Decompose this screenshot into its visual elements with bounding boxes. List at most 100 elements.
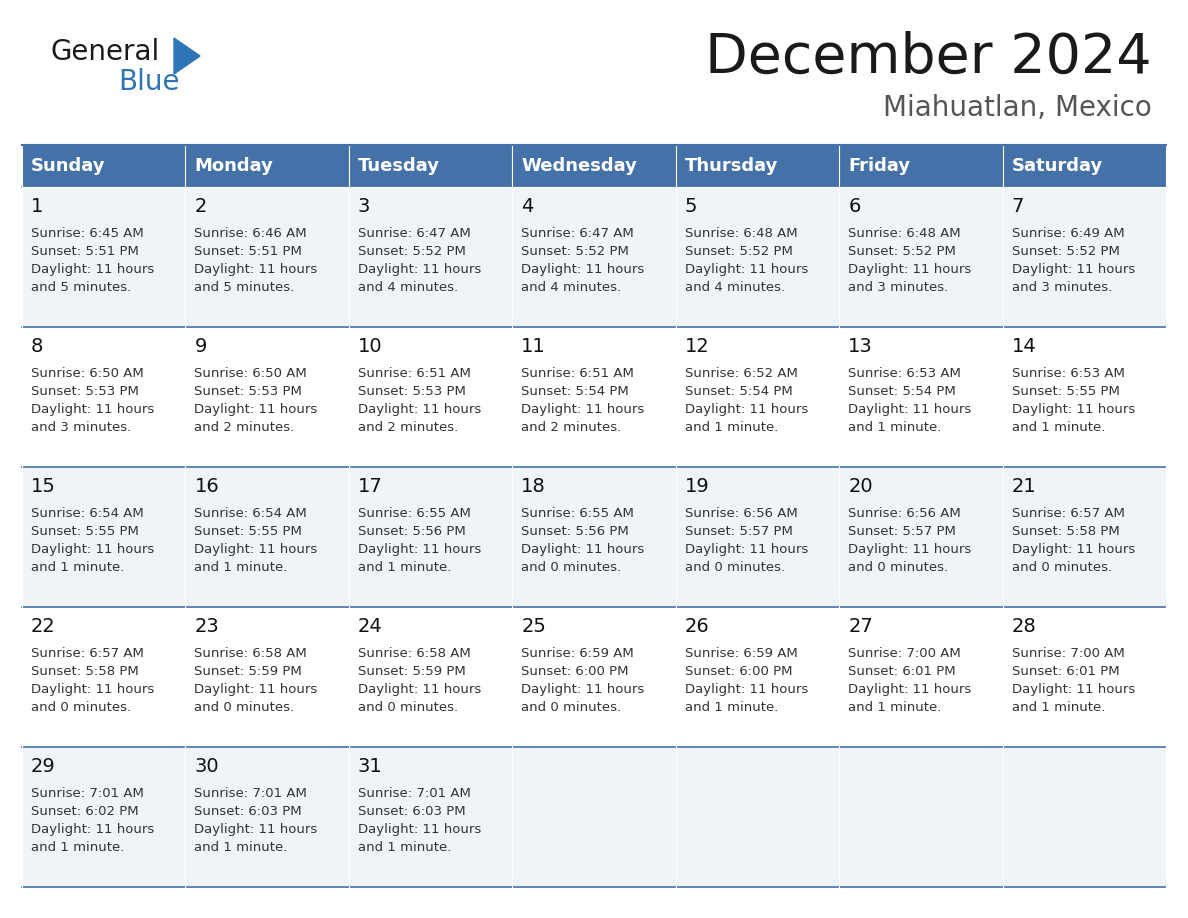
Text: 16: 16 [195, 477, 219, 497]
Text: Sunset: 6:01 PM: Sunset: 6:01 PM [848, 665, 956, 678]
Text: Sunset: 5:54 PM: Sunset: 5:54 PM [848, 385, 956, 398]
Text: Sunset: 5:51 PM: Sunset: 5:51 PM [195, 245, 302, 258]
Text: and 1 minute.: and 1 minute. [31, 561, 125, 574]
Text: Daylight: 11 hours: Daylight: 11 hours [358, 823, 481, 836]
Text: and 1 minute.: and 1 minute. [358, 841, 451, 854]
Text: and 0 minutes.: and 0 minutes. [1011, 561, 1112, 574]
Text: Daylight: 11 hours: Daylight: 11 hours [31, 683, 154, 696]
Text: Sunset: 5:52 PM: Sunset: 5:52 PM [358, 245, 466, 258]
Text: Sunset: 5:53 PM: Sunset: 5:53 PM [358, 385, 466, 398]
Text: and 1 minute.: and 1 minute. [195, 841, 287, 854]
Text: Sunset: 6:03 PM: Sunset: 6:03 PM [358, 805, 466, 818]
Text: and 3 minutes.: and 3 minutes. [848, 281, 948, 294]
Text: and 5 minutes.: and 5 minutes. [195, 281, 295, 294]
Text: Sunrise: 7:01 AM: Sunrise: 7:01 AM [195, 787, 308, 800]
Text: Daylight: 11 hours: Daylight: 11 hours [31, 263, 154, 276]
Text: 2: 2 [195, 197, 207, 217]
Text: Sunset: 5:52 PM: Sunset: 5:52 PM [522, 245, 630, 258]
Text: 15: 15 [31, 477, 56, 497]
Text: Sunrise: 6:56 AM: Sunrise: 6:56 AM [848, 507, 961, 520]
Text: and 1 minute.: and 1 minute. [1011, 701, 1105, 714]
Text: and 1 minute.: and 1 minute. [31, 841, 125, 854]
Text: Daylight: 11 hours: Daylight: 11 hours [522, 263, 645, 276]
Text: Sunrise: 6:51 AM: Sunrise: 6:51 AM [522, 367, 634, 380]
Bar [23, 327, 1165, 467]
Text: and 1 minute.: and 1 minute. [1011, 421, 1105, 434]
Text: 19: 19 [684, 477, 709, 497]
Text: 18: 18 [522, 477, 546, 497]
Text: and 0 minutes.: and 0 minutes. [522, 701, 621, 714]
Text: Saturday: Saturday [1011, 157, 1102, 175]
Text: Daylight: 11 hours: Daylight: 11 hours [195, 263, 317, 276]
Text: Sunrise: 6:58 AM: Sunrise: 6:58 AM [195, 647, 308, 660]
Text: Sunrise: 7:00 AM: Sunrise: 7:00 AM [848, 647, 961, 660]
Text: Sunset: 5:55 PM: Sunset: 5:55 PM [195, 525, 302, 538]
Text: 10: 10 [358, 338, 383, 356]
Bar [23, 467, 1165, 607]
Text: Daylight: 11 hours: Daylight: 11 hours [1011, 543, 1135, 556]
Text: 28: 28 [1011, 618, 1036, 636]
Text: and 0 minutes.: and 0 minutes. [31, 701, 131, 714]
Text: Daylight: 11 hours: Daylight: 11 hours [1011, 403, 1135, 416]
Text: Sunrise: 6:55 AM: Sunrise: 6:55 AM [358, 507, 470, 520]
Text: Sunset: 5:51 PM: Sunset: 5:51 PM [31, 245, 139, 258]
Text: Daylight: 11 hours: Daylight: 11 hours [358, 263, 481, 276]
Text: Wednesday: Wednesday [522, 157, 637, 175]
Text: 14: 14 [1011, 338, 1036, 356]
Text: Daylight: 11 hours: Daylight: 11 hours [195, 823, 317, 836]
Text: Sunrise: 6:54 AM: Sunrise: 6:54 AM [31, 507, 144, 520]
Text: Miahuatlan, Mexico: Miahuatlan, Mexico [883, 94, 1152, 122]
Text: and 0 minutes.: and 0 minutes. [522, 561, 621, 574]
Text: Monday: Monday [195, 157, 273, 175]
Text: Sunrise: 6:59 AM: Sunrise: 6:59 AM [522, 647, 634, 660]
Text: Sunrise: 6:52 AM: Sunrise: 6:52 AM [684, 367, 797, 380]
Text: Daylight: 11 hours: Daylight: 11 hours [195, 403, 317, 416]
Text: Daylight: 11 hours: Daylight: 11 hours [848, 263, 972, 276]
Text: 9: 9 [195, 338, 207, 356]
Text: Sunset: 6:00 PM: Sunset: 6:00 PM [522, 665, 628, 678]
Text: 7: 7 [1011, 197, 1024, 217]
Text: Sunset: 6:01 PM: Sunset: 6:01 PM [1011, 665, 1119, 678]
Text: Sunrise: 6:53 AM: Sunrise: 6:53 AM [848, 367, 961, 380]
Text: 25: 25 [522, 618, 546, 636]
Text: Sunset: 5:54 PM: Sunset: 5:54 PM [522, 385, 628, 398]
Text: Sunrise: 6:47 AM: Sunrise: 6:47 AM [522, 227, 634, 240]
Text: Sunset: 5:55 PM: Sunset: 5:55 PM [1011, 385, 1119, 398]
Text: Daylight: 11 hours: Daylight: 11 hours [358, 403, 481, 416]
Text: Daylight: 11 hours: Daylight: 11 hours [31, 543, 154, 556]
Text: Sunset: 5:53 PM: Sunset: 5:53 PM [31, 385, 139, 398]
Text: Sunset: 5:58 PM: Sunset: 5:58 PM [1011, 525, 1119, 538]
Text: Sunset: 6:03 PM: Sunset: 6:03 PM [195, 805, 302, 818]
Text: 27: 27 [848, 618, 873, 636]
Text: Sunrise: 6:57 AM: Sunrise: 6:57 AM [31, 647, 144, 660]
Text: 17: 17 [358, 477, 383, 497]
Text: General: General [50, 38, 159, 66]
Text: Thursday: Thursday [684, 157, 778, 175]
Text: Daylight: 11 hours: Daylight: 11 hours [195, 683, 317, 696]
Text: and 2 minutes.: and 2 minutes. [195, 421, 295, 434]
Text: Sunset: 5:57 PM: Sunset: 5:57 PM [684, 525, 792, 538]
Bar [23, 607, 1165, 747]
Text: Daylight: 11 hours: Daylight: 11 hours [522, 683, 645, 696]
Text: and 1 minute.: and 1 minute. [358, 561, 451, 574]
Text: Sunrise: 6:56 AM: Sunrise: 6:56 AM [684, 507, 797, 520]
Text: 30: 30 [195, 757, 219, 777]
Text: and 1 minute.: and 1 minute. [684, 421, 778, 434]
Text: Sunset: 5:53 PM: Sunset: 5:53 PM [195, 385, 302, 398]
Text: and 0 minutes.: and 0 minutes. [358, 701, 459, 714]
Text: and 3 minutes.: and 3 minutes. [1011, 281, 1112, 294]
Text: Sunset: 5:52 PM: Sunset: 5:52 PM [1011, 245, 1119, 258]
Text: 11: 11 [522, 338, 546, 356]
Text: 8: 8 [31, 338, 44, 356]
Text: Sunset: 6:00 PM: Sunset: 6:00 PM [684, 665, 792, 678]
Text: and 1 minute.: and 1 minute. [195, 561, 287, 574]
Text: Sunrise: 7:00 AM: Sunrise: 7:00 AM [1011, 647, 1124, 660]
Text: and 2 minutes.: and 2 minutes. [522, 421, 621, 434]
Text: Sunrise: 6:50 AM: Sunrise: 6:50 AM [195, 367, 308, 380]
Text: Sunset: 6:02 PM: Sunset: 6:02 PM [31, 805, 139, 818]
Text: 26: 26 [684, 618, 709, 636]
Text: Daylight: 11 hours: Daylight: 11 hours [1011, 683, 1135, 696]
Text: Sunrise: 6:57 AM: Sunrise: 6:57 AM [1011, 507, 1125, 520]
Text: Daylight: 11 hours: Daylight: 11 hours [358, 543, 481, 556]
Text: 4: 4 [522, 197, 533, 217]
